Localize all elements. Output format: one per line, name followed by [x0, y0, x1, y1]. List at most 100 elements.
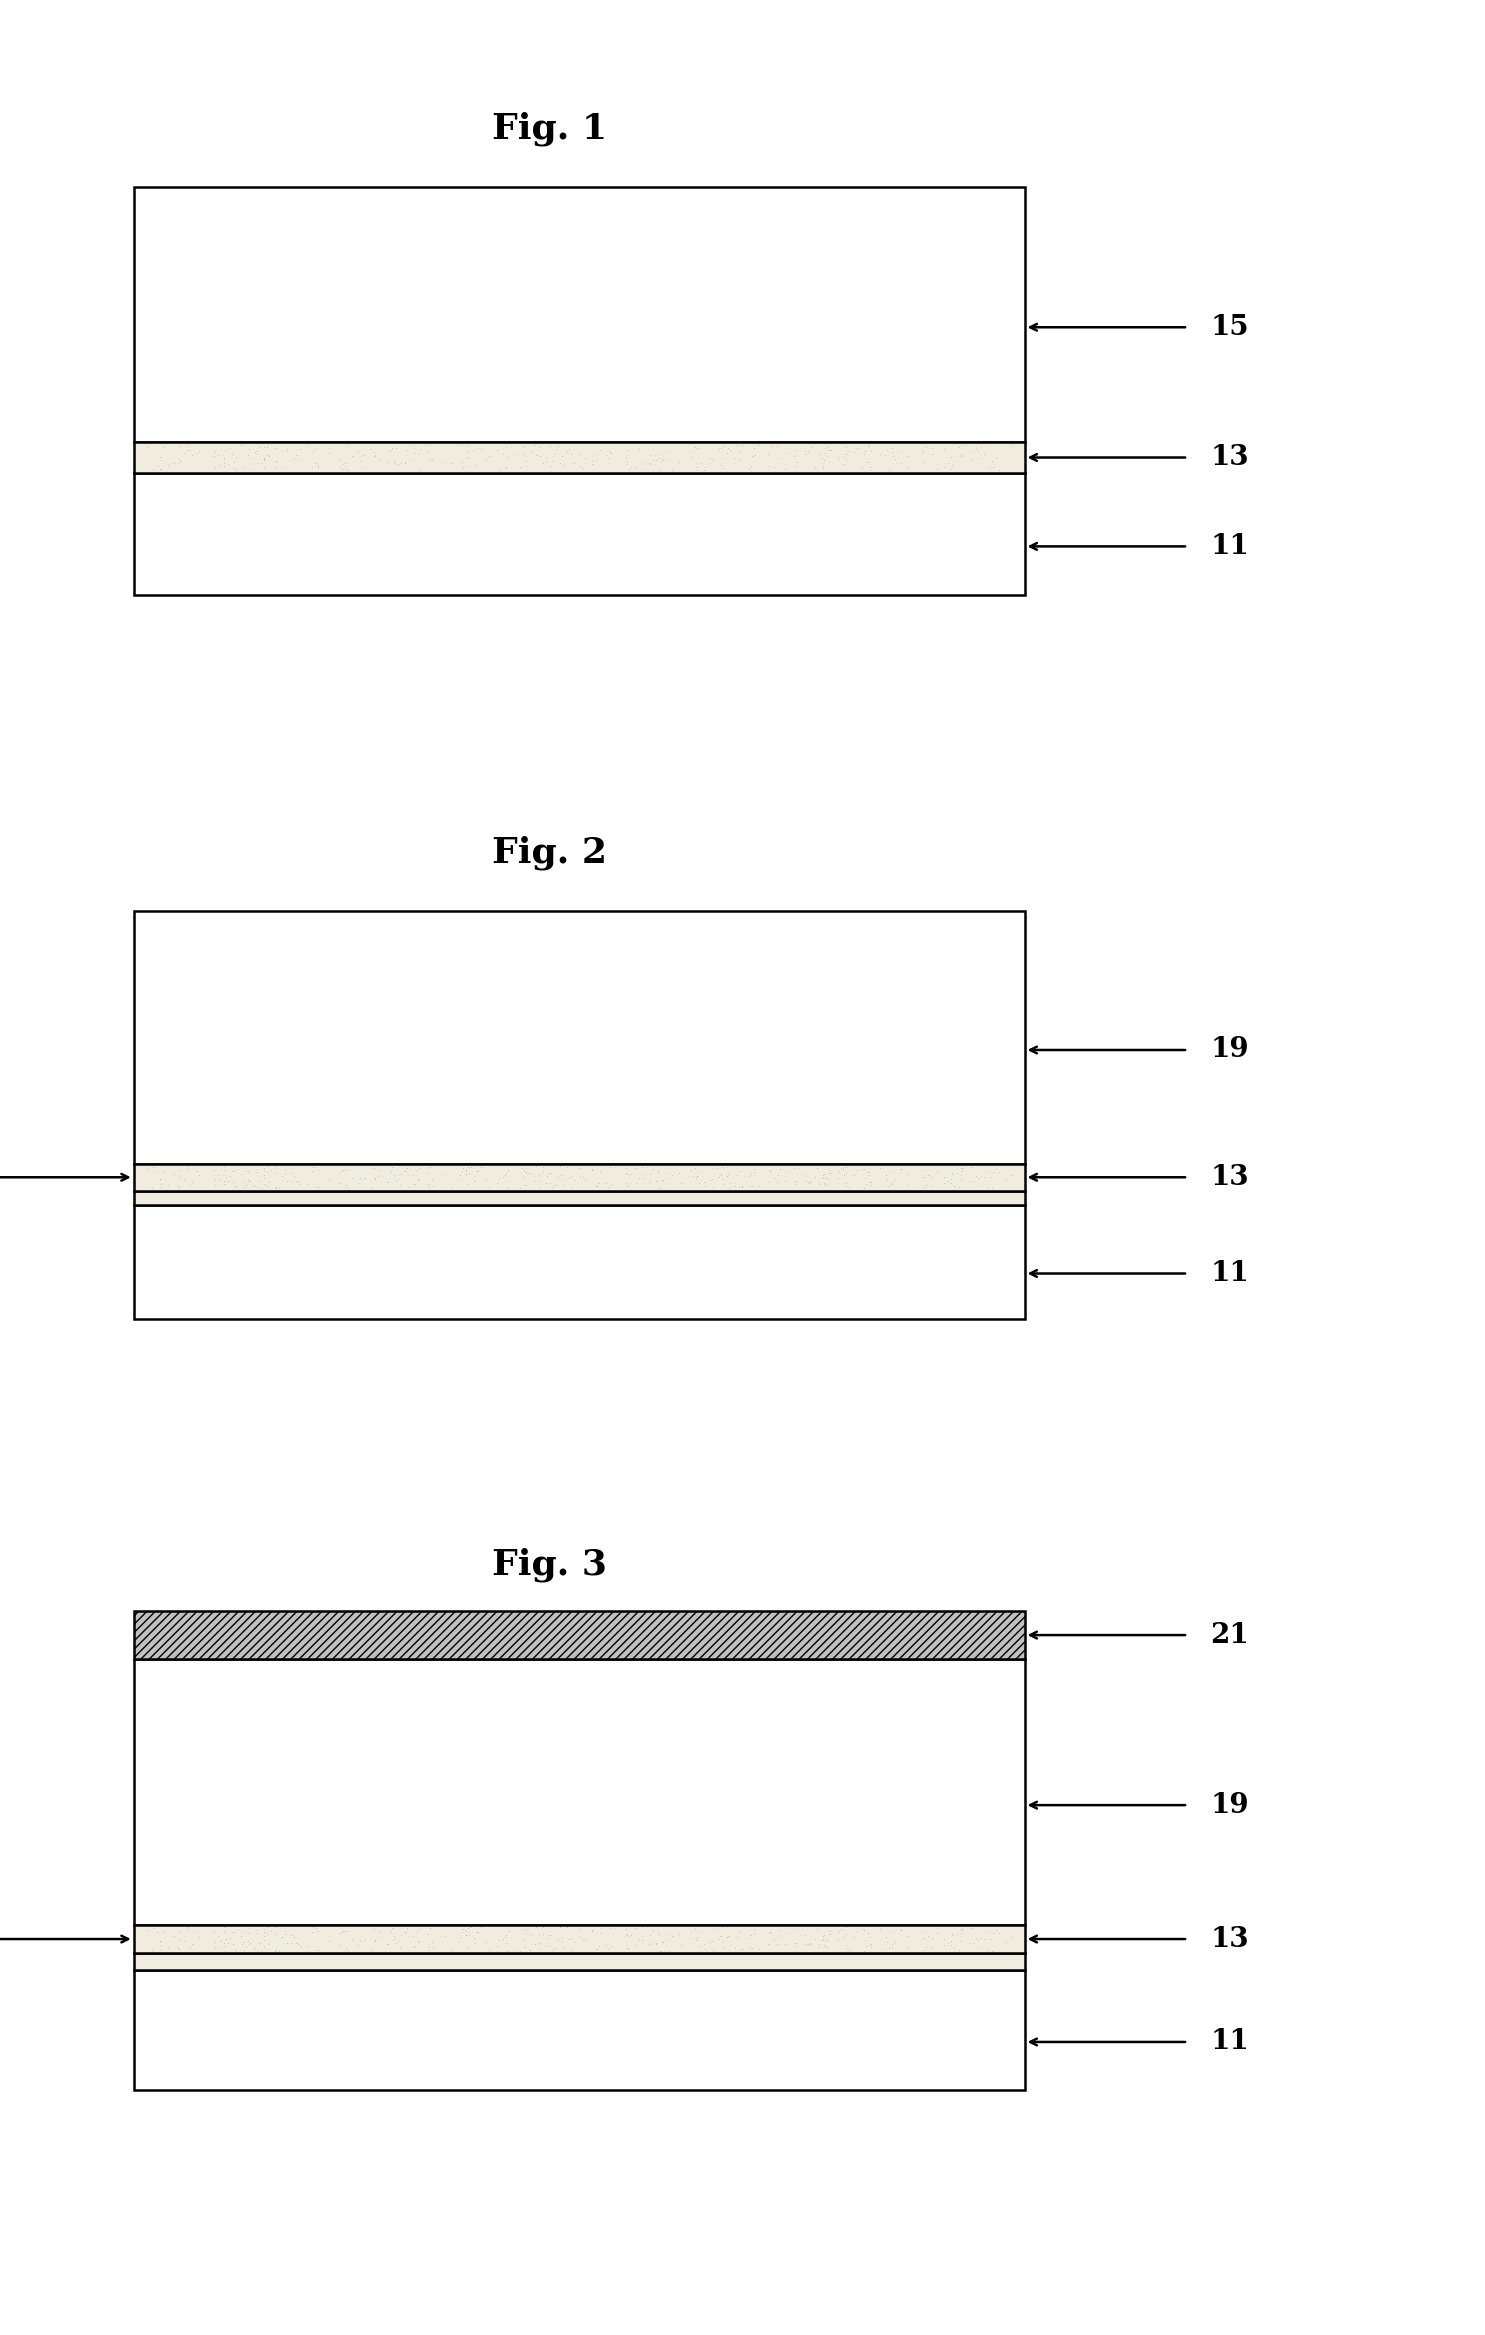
Point: [631, 1158, 655, 1196]
Point: [557, 1922, 581, 1959]
Point: [168, 441, 192, 479]
Point: [544, 1929, 567, 1966]
Point: [146, 1915, 169, 1952]
Point: [446, 427, 469, 465]
Point: [245, 1151, 269, 1189]
Point: [287, 441, 310, 479]
Point: [759, 1153, 783, 1191]
Point: [512, 1151, 536, 1189]
Point: [395, 1910, 419, 1947]
Point: [148, 1170, 172, 1207]
Point: [890, 444, 913, 481]
Point: [916, 1156, 940, 1193]
Point: [555, 434, 579, 472]
Point: [282, 439, 306, 476]
Point: [711, 1929, 735, 1966]
Point: [512, 427, 536, 465]
Point: [936, 444, 959, 481]
Point: [647, 439, 671, 476]
Point: [249, 444, 273, 481]
Point: [931, 1165, 955, 1203]
Point: [616, 437, 640, 474]
Point: [405, 434, 429, 472]
Point: [808, 1163, 832, 1200]
Point: [203, 1929, 227, 1966]
Point: [716, 1156, 740, 1193]
Point: [347, 441, 371, 479]
Point: [247, 1924, 270, 1961]
Point: [512, 1158, 536, 1196]
Point: [389, 444, 413, 481]
Point: [670, 1163, 693, 1200]
Point: [854, 432, 878, 469]
Point: [512, 1912, 536, 1950]
Point: [233, 1160, 257, 1198]
Point: [941, 1168, 965, 1205]
Point: [941, 1156, 965, 1193]
Point: [644, 1924, 668, 1961]
Point: [251, 448, 275, 486]
Point: [244, 434, 267, 472]
Point: [740, 448, 763, 486]
Point: [940, 1165, 964, 1203]
Point: [135, 1151, 159, 1189]
Point: [245, 1931, 269, 1968]
Point: [685, 1919, 708, 1957]
Point: [514, 1910, 538, 1947]
Point: [618, 1917, 642, 1954]
Point: [774, 1163, 797, 1200]
Point: [478, 1931, 502, 1968]
Point: [595, 439, 619, 476]
Point: [304, 1910, 328, 1947]
Point: [799, 1924, 823, 1961]
Point: [407, 1160, 431, 1198]
Point: [446, 1922, 469, 1959]
Point: [244, 1915, 267, 1952]
Point: [661, 1156, 685, 1193]
Point: [716, 430, 740, 467]
Point: [162, 1156, 186, 1193]
Point: [557, 430, 581, 467]
Point: [884, 439, 907, 476]
Point: [273, 1912, 297, 1950]
Point: [462, 1158, 486, 1196]
Point: [950, 1910, 974, 1947]
Point: [555, 1908, 579, 1945]
Point: [282, 1156, 306, 1193]
Point: [524, 1149, 548, 1186]
Point: [385, 1924, 408, 1961]
Point: [376, 444, 399, 481]
Point: [581, 1151, 604, 1189]
Point: [742, 430, 766, 467]
Point: [765, 1163, 789, 1200]
Point: [693, 1931, 717, 1968]
Point: [857, 1153, 881, 1191]
Point: [224, 451, 248, 488]
Point: [296, 427, 319, 465]
Point: [511, 427, 535, 465]
Point: [180, 1163, 203, 1200]
Point: [333, 444, 356, 481]
Point: [910, 434, 934, 472]
Point: [958, 1163, 982, 1200]
Point: [389, 1156, 413, 1193]
Point: [849, 451, 873, 488]
Point: [180, 437, 203, 474]
Point: [450, 444, 474, 481]
Point: [827, 441, 851, 479]
Point: [147, 451, 171, 488]
Point: [740, 1917, 763, 1954]
Point: [440, 1170, 463, 1207]
Point: [362, 437, 386, 474]
Point: [569, 1919, 593, 1957]
Point: [379, 432, 402, 469]
Point: [854, 1165, 878, 1203]
Point: [639, 1917, 662, 1954]
Point: [548, 444, 572, 481]
Text: 13: 13: [1210, 1163, 1249, 1191]
Point: [175, 1908, 199, 1945]
Point: [251, 1912, 275, 1950]
Point: [474, 441, 497, 479]
Point: [186, 1153, 209, 1191]
Point: [224, 1912, 248, 1950]
